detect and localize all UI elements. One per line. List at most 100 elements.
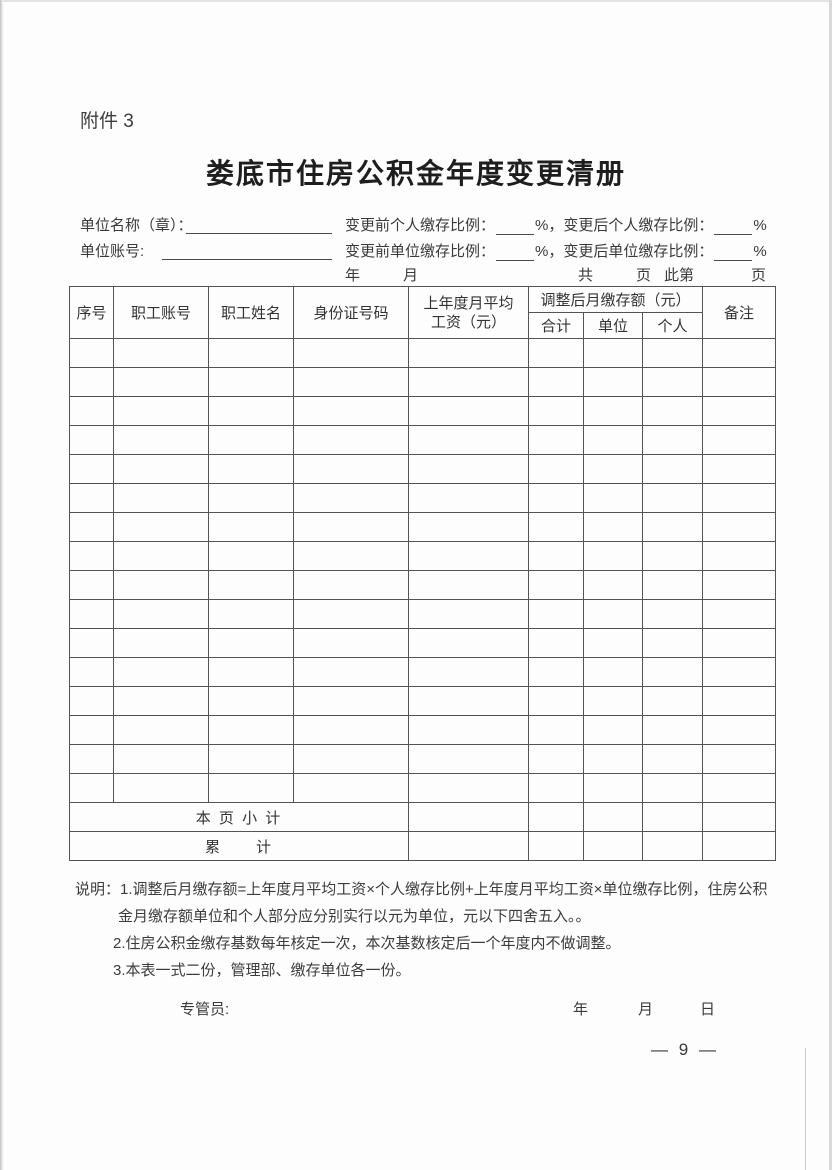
- table-cell: [583, 541, 643, 571]
- table-cell: [641, 454, 704, 484]
- table-cell: [583, 744, 643, 774]
- percent-sign: %: [753, 243, 767, 260]
- table-cell: [208, 657, 294, 687]
- unit-account-blank: [162, 244, 332, 260]
- table-cell: [113, 715, 209, 745]
- table-cell: [641, 512, 704, 542]
- table-cell: [528, 773, 584, 803]
- table-cell: [293, 454, 409, 484]
- table-cell: [583, 512, 643, 542]
- table-cell: [69, 367, 114, 397]
- col-salary-header: 上年度月平均 工资（元）: [408, 286, 529, 339]
- table-cell: [528, 396, 584, 426]
- cumulative-total-cell: [528, 831, 584, 861]
- table-cell: [641, 483, 704, 513]
- year-label: 年: [345, 267, 361, 284]
- signature-line: 专管员: 年 月 日: [0, 998, 832, 1020]
- unit-name-blank: [186, 218, 332, 234]
- table-cell: [293, 483, 409, 513]
- unit-name-label: 单位名称（章）：: [80, 217, 193, 234]
- cumulative-label: 累 计: [69, 831, 409, 861]
- table-row: [69, 744, 777, 774]
- table-cell: [408, 599, 529, 629]
- subtotal-label: 本 页 小 计: [69, 802, 409, 832]
- table-cell: [583, 454, 643, 484]
- table-cell: [641, 570, 704, 600]
- table-cell: [208, 483, 294, 513]
- table-cell: [641, 628, 704, 658]
- note-line: 说明：1.调整后月缴存额=上年度月平均工资×个人缴存比例+上年度月平均工资×单位…: [75, 881, 768, 898]
- percent-sign: %: [753, 217, 767, 234]
- table-cell: [293, 367, 409, 397]
- subtotal-personal-cell: [641, 802, 704, 832]
- table-cell: [113, 512, 209, 542]
- table-cell: [69, 686, 114, 716]
- table-cell: [208, 367, 294, 397]
- table-cell: [641, 773, 704, 803]
- pre-unit-ratio-label: 变更前单位缴存比例：: [345, 243, 496, 260]
- col-salary-line1: 上年度月平均: [423, 294, 514, 312]
- table-cell: [69, 570, 114, 600]
- table-cell: [408, 454, 529, 484]
- table-cell: [641, 541, 704, 571]
- table-cell: [641, 396, 704, 426]
- table-cell: [702, 686, 777, 716]
- table-cell: [208, 773, 294, 803]
- table-cell: [113, 483, 209, 513]
- table-cell: [113, 773, 209, 803]
- notes-block: 说明：1.调整后月缴存额=上年度月平均工资×个人缴存比例+上年度月平均工资×单位…: [75, 876, 775, 984]
- unit-account-label: 单位账号:: [80, 243, 145, 260]
- pages-label: 页: [636, 267, 652, 284]
- table-row: [69, 570, 777, 600]
- table-cell: [293, 773, 409, 803]
- table-cell: [702, 715, 777, 745]
- table-cell: [113, 657, 209, 687]
- table-cell: [408, 686, 529, 716]
- table-cell: [113, 628, 209, 658]
- table-cell: [583, 570, 643, 600]
- table-row: [69, 628, 777, 658]
- note-line: 2.住房公积金缴存基数每年核定一次，本次基数核定后一个年度内不做调整。: [113, 935, 621, 952]
- table-row: [69, 773, 777, 803]
- sign-year-label: 年: [573, 1001, 589, 1018]
- table-cell: [408, 425, 529, 455]
- table-cell: [702, 483, 777, 513]
- table-cell: [69, 657, 114, 687]
- personal-ratio-fields: 变更前个人缴存比例： %，变更后个人缴存比例：%: [345, 214, 767, 235]
- table-cell: [293, 541, 409, 571]
- table-cell: [293, 570, 409, 600]
- table-cell: [293, 425, 409, 455]
- table-cell: [583, 338, 643, 368]
- subtotal-salary-cell: [408, 802, 529, 832]
- table-cell: [408, 570, 529, 600]
- table-row: [69, 541, 777, 571]
- table-cell: [408, 715, 529, 745]
- table-cell: [408, 483, 529, 513]
- table-cell: [208, 425, 294, 455]
- table-cell: [113, 541, 209, 571]
- unit-ratio-fields: 变更前单位缴存比例： %，变更后单位缴存比例：%: [345, 240, 767, 261]
- col-total-header: 合计: [528, 312, 584, 339]
- table-cell: [69, 454, 114, 484]
- table-cell: [113, 367, 209, 397]
- table-row: [69, 512, 777, 542]
- pre-personal-ratio-label: 变更前个人缴存比例：: [345, 217, 496, 234]
- subtotal-total-cell: [528, 802, 584, 832]
- table-cell: [113, 686, 209, 716]
- col-unit-header: 单位: [583, 312, 643, 339]
- table-cell: [408, 338, 529, 368]
- table-cell: [113, 425, 209, 455]
- table-cell: [69, 338, 114, 368]
- table-cell: [113, 454, 209, 484]
- col-name-header: 职工姓名: [208, 286, 294, 339]
- table-cell: [208, 715, 294, 745]
- table-row: [69, 715, 777, 745]
- this-page-label: 此第: [664, 267, 695, 284]
- table-cell: [583, 657, 643, 687]
- table-row: [69, 454, 777, 484]
- table-cell: [293, 715, 409, 745]
- header-row-1: 序号 职工账号 职工姓名 身份证号码 上年度月平均 工资（元） 调整后月缴存额（…: [69, 286, 777, 339]
- table-cell: [408, 773, 529, 803]
- attachment-label: 附件 3: [80, 111, 134, 132]
